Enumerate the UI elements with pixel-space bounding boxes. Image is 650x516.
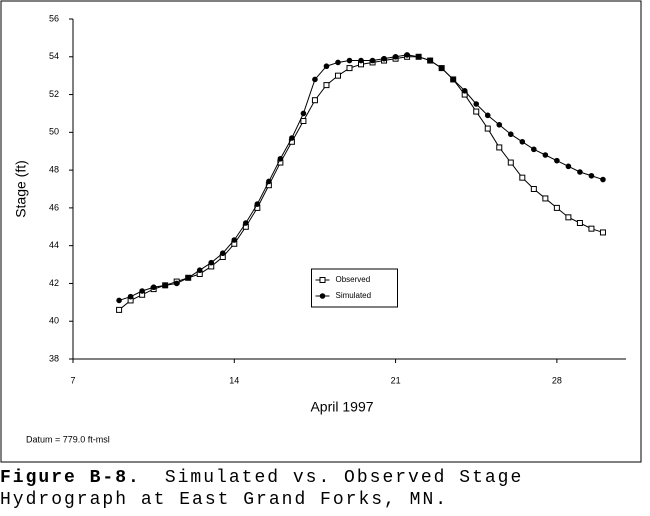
point [507,131,514,138]
legend-marker [319,293,326,299]
point [450,76,456,83]
y-tick-label: 56 [49,13,59,23]
point [507,159,514,166]
point [300,110,307,117]
point [346,57,353,64]
point [346,65,353,72]
point [358,57,364,64]
point [266,178,272,185]
point [219,250,226,257]
chart-frame [0,0,642,463]
point [577,169,583,175]
point [381,55,387,62]
point [311,97,318,104]
legend-marker [319,277,326,283]
point [277,155,284,162]
y-tick-label: 54 [49,51,59,61]
point [599,229,606,236]
y-tick-label: 46 [49,202,59,212]
point [542,195,549,202]
point [162,282,168,289]
series-line [118,54,604,301]
point [473,101,480,107]
y-tick-label: 52 [49,89,59,99]
point [150,284,157,291]
point [415,53,422,60]
point [600,176,606,183]
point [519,174,526,181]
point [173,280,180,287]
y-tick-label: 38 [49,353,59,363]
point [392,53,399,60]
point [531,146,537,153]
point [496,144,503,151]
point [565,214,572,221]
y-tick-label: 42 [49,278,59,288]
point [588,172,595,179]
legend-label: Simulated [336,291,372,300]
point [576,220,583,226]
point [530,186,537,192]
point [185,274,192,281]
legend-label: Observed [336,275,371,284]
point [484,112,491,119]
point [116,306,123,313]
point [484,125,491,132]
point [553,204,560,211]
y-tick-label: 48 [49,164,59,174]
point [404,52,410,58]
y-tick-label: 40 [49,316,59,326]
point [438,65,445,71]
point [496,121,503,128]
x-tick-label: 28 [552,375,562,385]
y-tick-label: 44 [49,240,59,250]
y-tick-label: 50 [49,127,59,137]
point [369,57,376,64]
point [139,288,145,294]
caption-label: Figure B-8. [0,468,141,488]
point [554,157,560,164]
x-tick-label: 21 [391,375,401,385]
point [542,152,549,158]
point [116,297,122,304]
caption: Figure B-8. Simulated vs. Observed Stage … [0,467,560,511]
point [588,225,595,232]
chart: Stage (ft) April 1997 Datum = 779.0 ft-m… [0,0,642,463]
x-tick-label: 14 [229,375,239,385]
point [243,220,249,226]
point [519,138,526,145]
point [334,72,341,79]
point [208,259,215,266]
legend-box [311,268,398,308]
point [196,267,203,274]
point [300,118,307,124]
point [565,163,572,170]
point [312,76,318,83]
point [127,293,134,300]
caption-text: Simulated vs. Observed Stage Hydrograph … [0,468,524,510]
point [231,237,238,243]
point [427,57,433,64]
x-tick-label: 7 [70,375,75,385]
point [335,59,341,66]
point [461,87,468,94]
point [323,82,330,89]
point [254,201,261,207]
y-axis-label: Stage (ft) [13,160,29,218]
point [473,108,480,115]
datum-note: Datum = 779.0 ft-msl [26,434,110,444]
x-axis-label: April 1997 [310,399,373,415]
point [289,135,295,141]
point [323,63,330,70]
